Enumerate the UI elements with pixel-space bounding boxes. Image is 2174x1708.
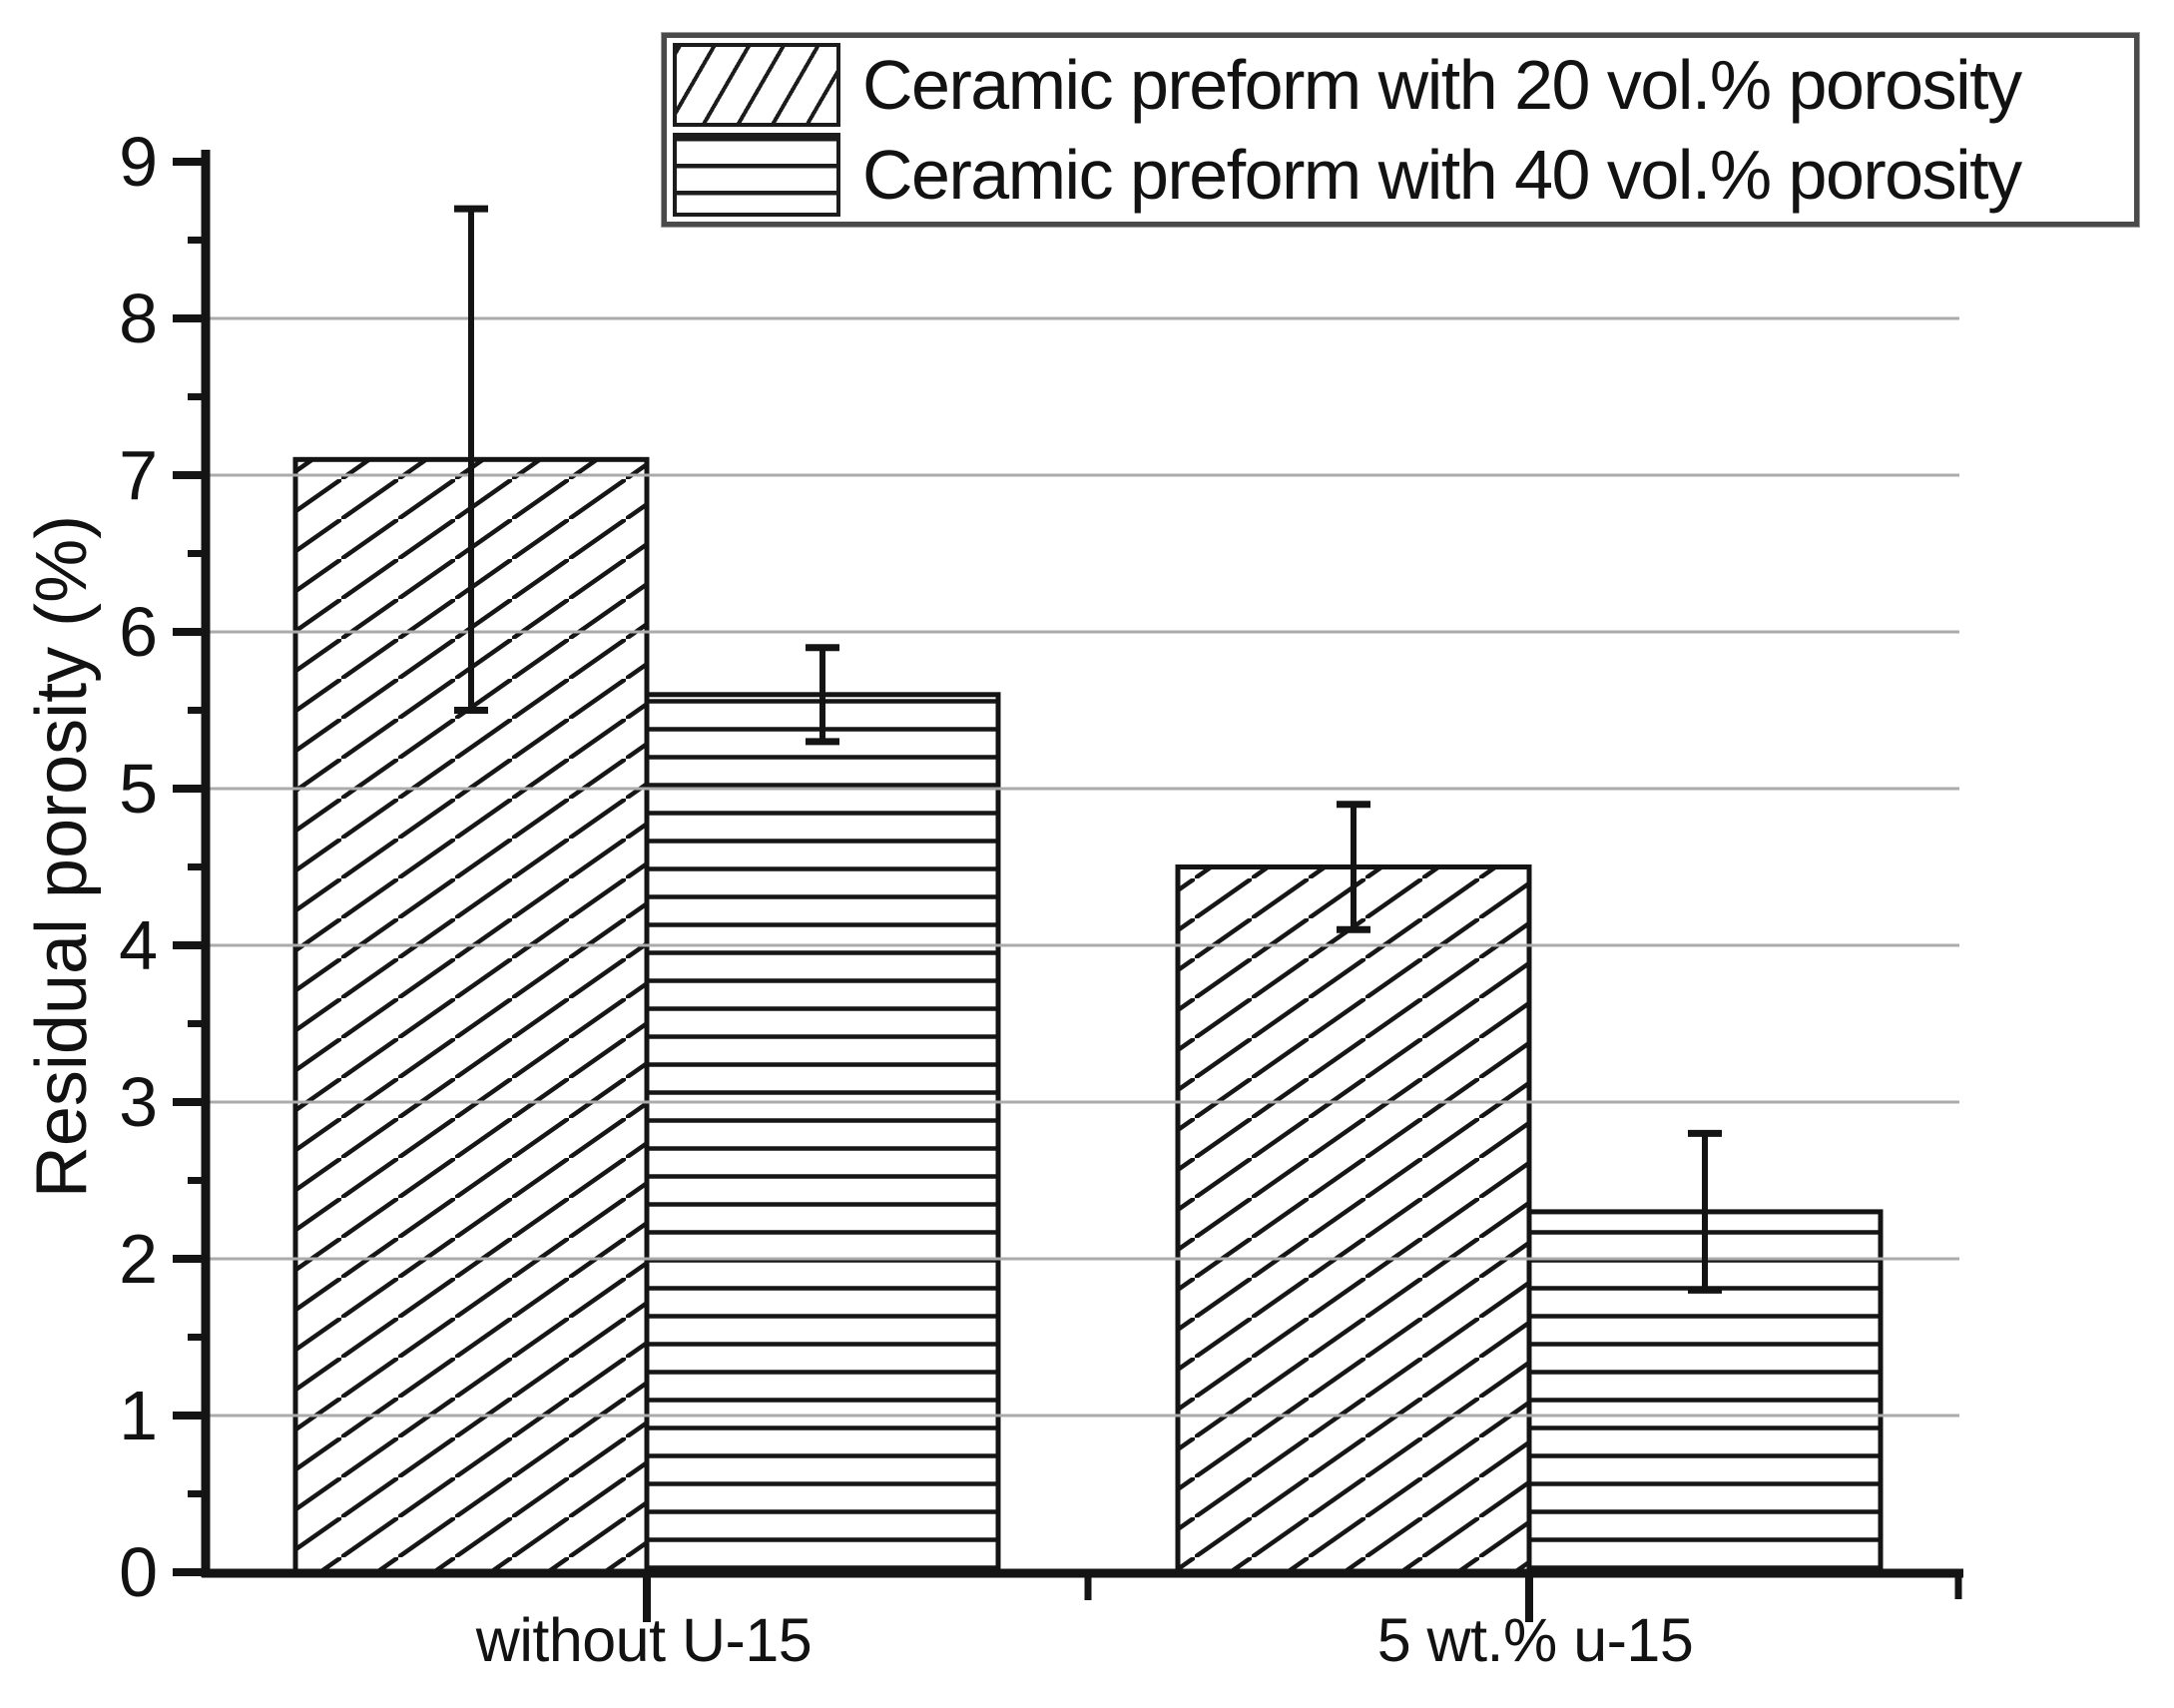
bar-hatch: [647, 694, 998, 1572]
legend-label-series-1: Ceramic preform with 20 vol.% porosity: [862, 46, 2022, 125]
x-tick-label-category-1: without U-15: [475, 1606, 812, 1674]
y-tick-label: 6: [119, 593, 158, 671]
legend-swatch-diagonal-hatch-icon: [673, 43, 840, 128]
y-tick-label: 3: [119, 1063, 158, 1141]
legend-label-series-2: Ceramic preform with 40 vol.% porosity: [862, 135, 2022, 214]
legend-item-40pct-porosity: Ceramic preform with 40 vol.% porosity: [673, 132, 2134, 217]
legend-item-20pct-porosity: Ceramic preform with 20 vol.% porosity: [673, 43, 2134, 128]
legend-swatch-horizontal-hatch-icon: [673, 132, 840, 217]
legend-box: Ceramic preform with 20 vol.% porosity C…: [662, 33, 2139, 227]
y-tick-label: 4: [119, 906, 158, 984]
bar-hatch: [1178, 866, 1529, 1572]
chart-generated-layer: 0 1 2 3 4 5 6 7 8 9: [119, 123, 1963, 1622]
x-tick-label-category-2: 5 wt.% u-15: [1377, 1606, 1694, 1674]
y-axis-title: Residual porosity (%): [22, 515, 102, 1198]
y-tick-label: 7: [119, 436, 158, 514]
y-tick-label: 0: [119, 1533, 158, 1611]
y-tick-label: 5: [119, 750, 158, 828]
y-tick-label: 2: [119, 1220, 158, 1298]
y-tick-label: 8: [119, 280, 158, 357]
y-tick-label: 1: [119, 1377, 158, 1454]
y-tick-label: 9: [119, 123, 158, 201]
